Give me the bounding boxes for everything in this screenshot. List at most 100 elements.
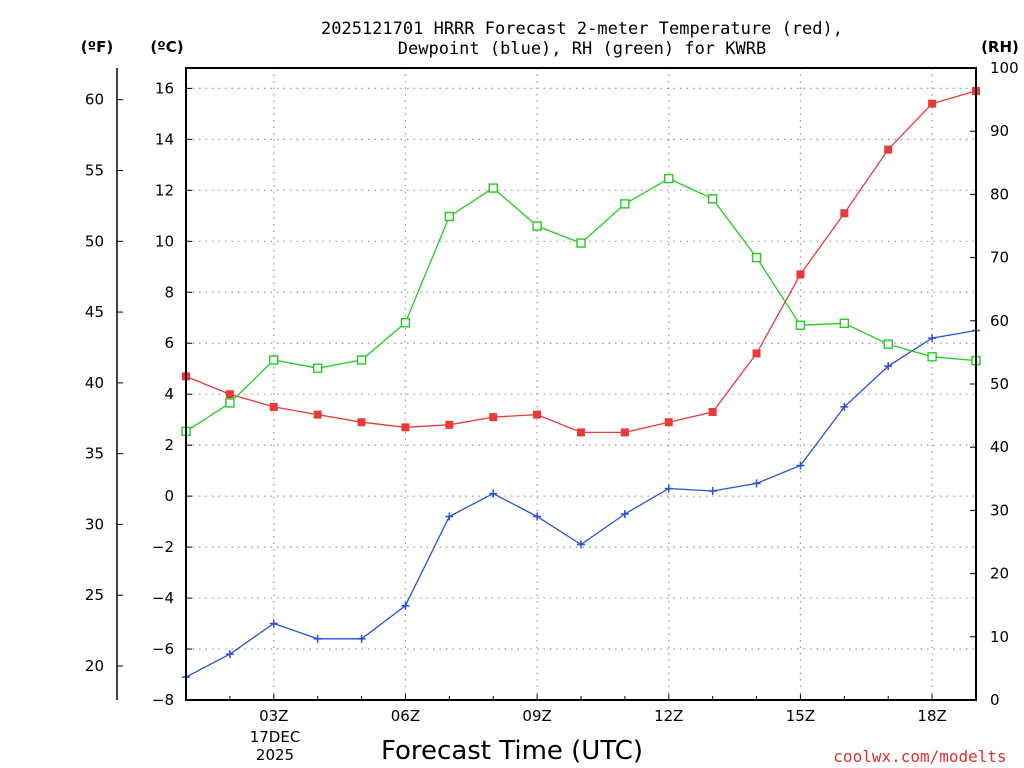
temperature-point (884, 145, 893, 154)
rh-point (269, 355, 279, 365)
temperature-point (489, 413, 498, 422)
fahrenheit-tick-label: 35 (85, 445, 104, 463)
dewpoint-line (185, 329, 977, 678)
rh-point (620, 199, 630, 209)
dewpoint-point (620, 509, 629, 518)
temperature-point (708, 408, 717, 417)
x-tick-label: 15Z (786, 707, 815, 725)
data-series (181, 86, 981, 682)
fahrenheit-tick-label: 45 (85, 303, 104, 321)
rh-point (400, 317, 411, 328)
rh-tick-label: 0 (990, 691, 1000, 709)
celsius-tick-label: 10 (155, 232, 174, 250)
dewpoint-point (840, 402, 849, 411)
rh-point (444, 211, 455, 222)
temperature-line (185, 90, 977, 434)
x-tick-label: 18Z (917, 707, 946, 725)
temperature-point (752, 349, 761, 358)
celsius-tick-label: −8 (152, 691, 174, 709)
chart-title-line2: Dewpoint (blue), RH (green) for KWRB (398, 39, 766, 59)
celsius-axis: −8 −6 −4 −2 0 2 4 6 8 10 12 14 16 (152, 79, 192, 709)
dewpoint-point (357, 634, 366, 643)
rh-tick-label: 40 (990, 438, 1009, 456)
fahrenheit-tick-label: 50 (85, 232, 104, 250)
rh-tick-label: 70 (990, 249, 1009, 267)
temperature-point (928, 99, 937, 108)
fahrenheit-unit-label: (ºF) (81, 38, 113, 56)
chart-title-line1: 2025121701 HRRR Forecast 2-meter Tempera… (321, 19, 843, 39)
rh-point (312, 363, 323, 373)
rh-point (751, 252, 762, 263)
dewpoint-point (884, 362, 893, 371)
x-axis-title: Forecast Time (UTC) (381, 736, 643, 766)
temperature-point (401, 423, 410, 432)
rh-point (927, 352, 937, 362)
rh-axis: 0 10 20 30 40 50 60 70 80 90 100 (970, 59, 1019, 709)
x-tick-label: 09Z (522, 707, 551, 725)
celsius-tick-label: 0 (164, 487, 174, 505)
dewpoint-point (708, 487, 717, 496)
temperature-point (577, 428, 585, 437)
rh-tick-label: 80 (990, 185, 1009, 203)
dewpoint-point (225, 650, 234, 659)
celsius-tick-label: 8 (164, 283, 174, 301)
dewpoint-point (577, 540, 585, 549)
celsius-tick-label: 16 (155, 79, 174, 97)
date-label-year: 2025 (256, 746, 294, 764)
dewpoint-point (401, 601, 410, 610)
fahrenheit-tick-label: 25 (85, 586, 104, 604)
rh-point (707, 194, 718, 204)
fahrenheit-tick-label: 60 (85, 91, 104, 109)
celsius-tick-label: 2 (164, 436, 174, 454)
rh-point (883, 339, 893, 349)
rh-line (185, 177, 977, 432)
temperature-point (225, 390, 234, 399)
x-tick-label: 12Z (654, 707, 683, 725)
rh-unit-label: (RH) (981, 38, 1019, 56)
temperature-point (357, 418, 366, 427)
dewpoint-point (313, 634, 322, 643)
x-tick-label: 03Z (259, 707, 288, 725)
celsius-unit-label: (ºC) (150, 38, 183, 56)
dewpoint-point (664, 484, 673, 493)
dewpoint-point (269, 619, 278, 628)
rh-tick-label: 100 (990, 59, 1019, 77)
rh-point (225, 398, 235, 408)
celsius-tick-label: −2 (152, 538, 174, 556)
temperature-point (533, 410, 542, 419)
fahrenheit-tick-label: 20 (85, 657, 104, 675)
x-axis: 03Z 06Z 09Z 12Z 15Z 18Z (229, 694, 947, 725)
rh-point (488, 183, 498, 193)
rh-point (839, 318, 850, 329)
gridlines (186, 68, 976, 700)
credit-text: coolwx.com/modelts (833, 747, 1006, 766)
fahrenheit-tick-label: 30 (85, 515, 104, 533)
celsius-tick-label: −6 (152, 640, 174, 658)
plot-frame (185, 67, 977, 701)
temperature-point (664, 418, 673, 427)
temperature-point (445, 420, 454, 429)
rh-point (576, 238, 586, 248)
rh-tick-label: 10 (990, 628, 1009, 646)
rh-tick-label: 90 (990, 122, 1009, 140)
date-label-day: 17DEC (250, 728, 301, 746)
dewpoint-point (533, 512, 542, 521)
fahrenheit-tick-label: 40 (85, 374, 104, 392)
rh-tick-label: 50 (990, 375, 1009, 393)
temperature-point (796, 270, 805, 279)
rh-point (795, 320, 806, 330)
rh-tick-label: 60 (990, 312, 1009, 330)
rh-tick-label: 20 (990, 565, 1009, 583)
celsius-tick-label: 12 (155, 181, 174, 199)
rh-point (532, 221, 542, 231)
rh-tick-label: 30 (990, 501, 1009, 519)
dewpoint-point (928, 334, 937, 343)
dewpoint-point (752, 479, 761, 488)
rh-point (664, 173, 674, 184)
temperature-point (620, 428, 629, 437)
x-tick-label: 06Z (391, 707, 420, 725)
celsius-tick-label: 6 (164, 334, 174, 352)
fahrenheit-axis: 20 25 30 35 40 45 50 55 60 (85, 68, 123, 700)
dewpoint-point (796, 461, 805, 470)
